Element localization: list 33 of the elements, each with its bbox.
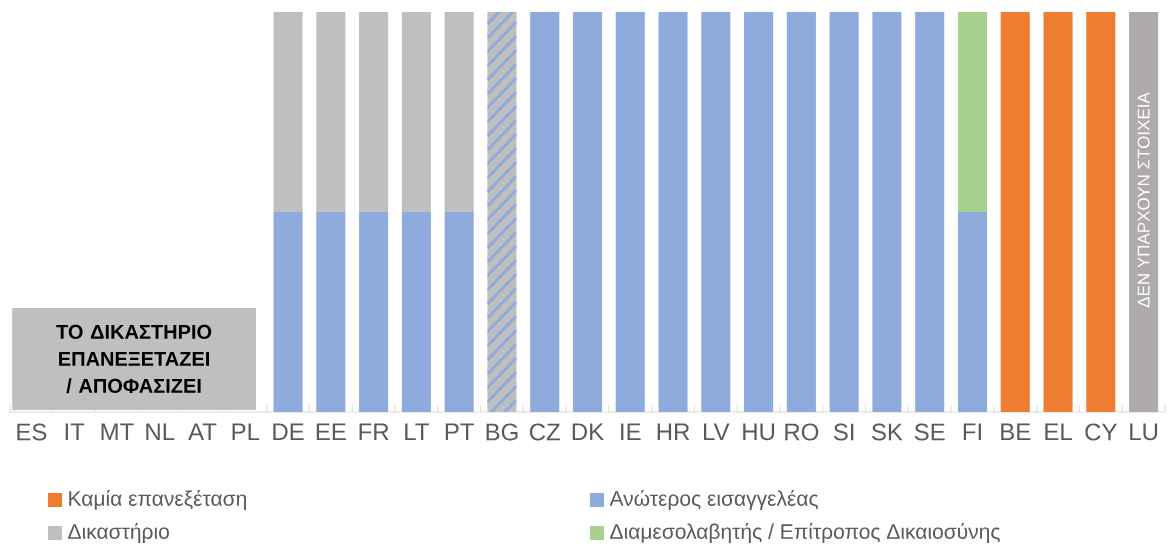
x-tick-label: CZ <box>529 423 560 441</box>
x-tick-label: NL <box>146 423 175 441</box>
legend-label: Διαμεσολαβητής / Επίτροπος Δικαιοσύνης <box>610 522 1000 544</box>
x-tick-label: RO <box>785 423 819 441</box>
x-tick-label: PL <box>232 423 260 441</box>
x-tick-label: MT <box>101 423 134 441</box>
x-tick-label: CY <box>1085 423 1117 441</box>
legend-label: Δικαστήριο <box>68 522 169 544</box>
x-tick-label: BE <box>1001 423 1031 441</box>
x-tick-label: LV <box>704 423 730 441</box>
x-tick-label: SK <box>872 423 903 441</box>
x-tick-label: IT <box>65 423 85 441</box>
x-tick-label: SE <box>914 423 945 441</box>
x-tick-label: LU <box>1130 423 1158 441</box>
x-tick-label: EL <box>1045 423 1072 441</box>
x-tick-label: SI <box>833 423 854 441</box>
x-tick-label: HR <box>657 423 690 441</box>
x-tick-label: IE <box>621 423 641 441</box>
x-tick-label: BG <box>486 423 518 441</box>
x-tick-label: DE <box>273 423 304 441</box>
x-tick-label: ES <box>17 423 47 441</box>
x-tick-label: FI <box>963 423 981 441</box>
x-tick-label: DK <box>572 423 604 441</box>
x-tick-label: EE <box>316 423 346 441</box>
x-tick-label: PT <box>445 423 474 441</box>
annotation: ΤΟ ΔΙΚΑΣΤΗΡΙΟ ΕΠΑΝΕΞΕΤΑΖΕΙ / ΑΠΟΦΑΣΙΖΕΙ <box>56 324 212 394</box>
annotation: ΔΕΝ ΥΠΑΡΧΟΥΝ ΣΤΟΙΧΕΙΑ <box>1137 92 1150 308</box>
x-tick-label: FR <box>359 423 389 441</box>
x-tick-label: HU <box>743 423 775 441</box>
x-tick-label: AT <box>188 423 217 441</box>
x-tick-label: LT <box>405 423 429 441</box>
legend-label: Ανώτερος εισαγγελέας <box>609 489 818 511</box>
legend-label: Καμία επανεξέταση <box>69 489 246 511</box>
